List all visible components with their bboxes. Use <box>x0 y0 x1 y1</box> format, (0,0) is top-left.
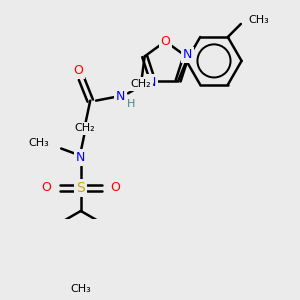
Text: O: O <box>160 35 170 48</box>
Text: CH₃: CH₃ <box>248 15 269 25</box>
Text: O: O <box>111 181 121 194</box>
Text: O: O <box>41 181 51 194</box>
Text: CH₃: CH₃ <box>70 284 91 294</box>
Text: H: H <box>127 99 135 109</box>
Text: N: N <box>76 151 86 164</box>
Text: N: N <box>116 91 125 103</box>
Text: CH₂: CH₂ <box>74 123 95 133</box>
Text: S: S <box>76 181 85 195</box>
Text: N: N <box>183 48 192 62</box>
Text: N: N <box>146 76 156 88</box>
Text: CH₃: CH₃ <box>29 138 50 148</box>
Text: O: O <box>74 64 84 76</box>
Text: CH₂: CH₂ <box>131 79 151 89</box>
